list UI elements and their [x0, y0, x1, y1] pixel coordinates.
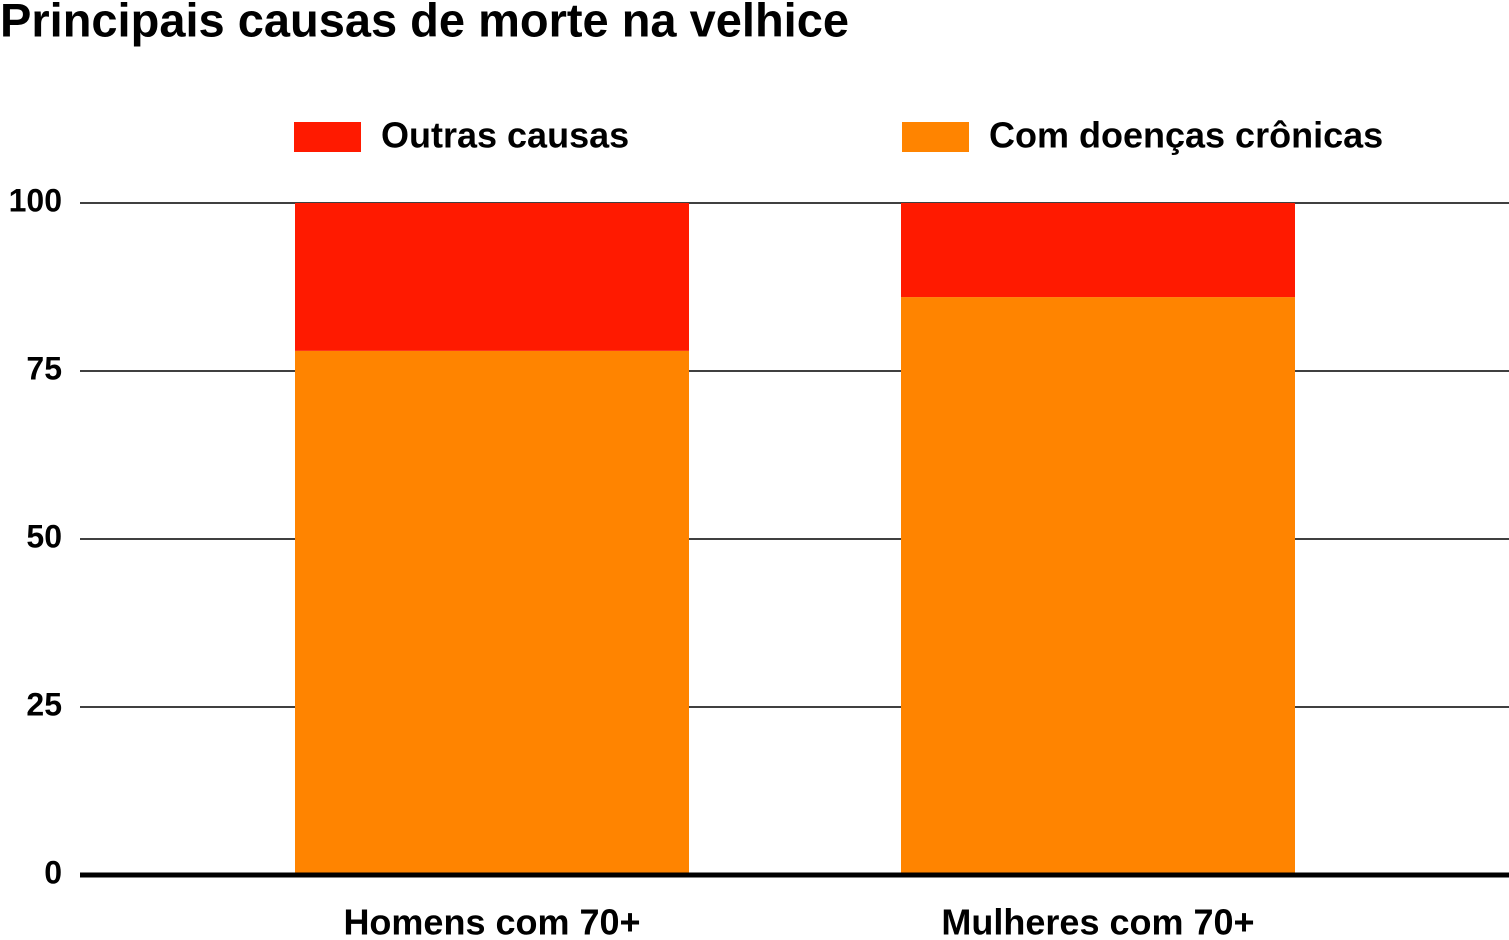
bar-segment — [901, 203, 1295, 298]
bar-segment — [295, 203, 689, 351]
x-tick-label: Homens com 70+ — [343, 902, 640, 940]
y-tick-label: 100 — [9, 182, 62, 218]
legend-swatch — [902, 122, 969, 152]
bar-segment — [295, 350, 689, 876]
x-tick-label: Mulheres com 70+ — [941, 902, 1254, 940]
y-tick-label: 0 — [44, 854, 62, 890]
y-tick-label: 50 — [26, 518, 62, 554]
legend-label: Com doenças crônicas — [989, 115, 1383, 156]
bar-segment — [901, 297, 1295, 876]
chart-title: Principais causas de morte na velhice — [0, 0, 849, 46]
y-tick-label: 25 — [26, 686, 62, 722]
y-tick-label: 75 — [26, 350, 62, 386]
legend-label: Outras causas — [381, 115, 629, 156]
legend-swatch — [294, 122, 361, 152]
